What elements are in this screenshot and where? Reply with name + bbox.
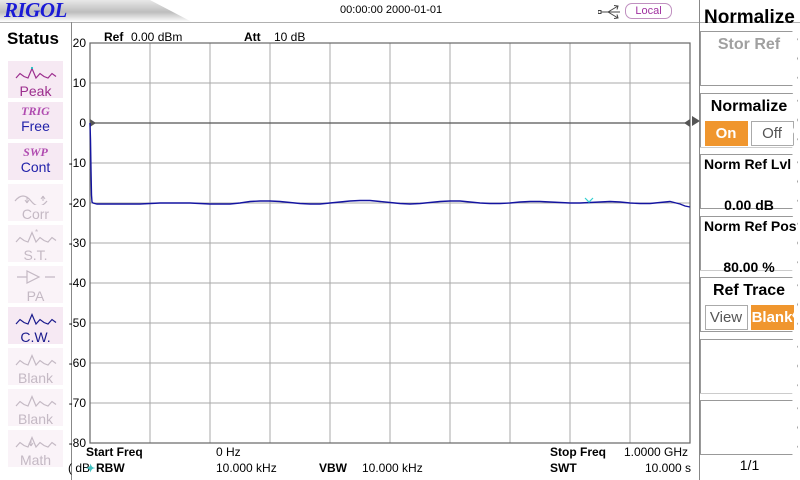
svg-text:10: 10 [73, 76, 87, 90]
svg-text:0: 0 [79, 116, 86, 130]
svg-text:-30: -30 [69, 236, 87, 250]
svg-text:-60: -60 [69, 356, 87, 370]
svg-text:-40: -40 [69, 276, 87, 290]
svg-text:-20: -20 [69, 196, 87, 210]
svg-text:-50: -50 [69, 316, 87, 330]
svg-text:20: 20 [73, 36, 87, 50]
svg-text:-10: -10 [69, 156, 87, 170]
svg-text:-70: -70 [69, 396, 87, 410]
